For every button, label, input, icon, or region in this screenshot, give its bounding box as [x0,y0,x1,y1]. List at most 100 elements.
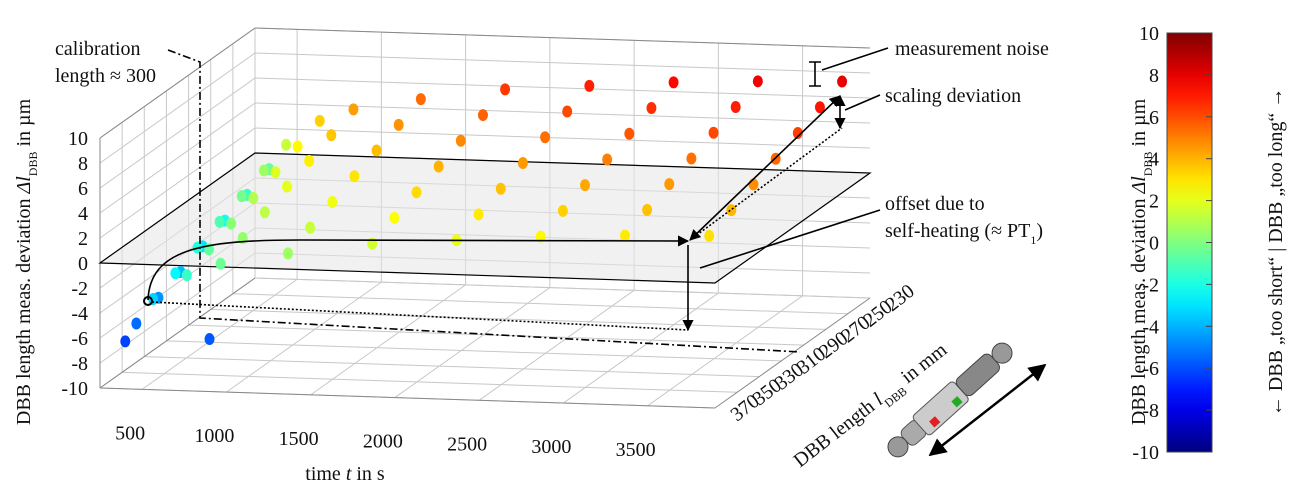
colorbar-tick-label: 8 [1149,65,1159,87]
colorbar-label: DBB length meas. deviation ΔlDBB in µm [1128,98,1155,425]
dbb-icon [887,342,1047,458]
x-tick-label: 500 [115,422,145,444]
grid-line [144,356,760,378]
reference-plane [98,152,872,284]
points [120,75,848,348]
grid-line [310,284,466,396]
grid-line [188,324,804,346]
axis-line [99,27,256,139]
colorbar-label-part: DBB [1141,152,1155,177]
point [708,126,719,139]
annotation-part: length ≈ 300 [55,65,156,87]
colorbar-tick-label: 10 [1139,23,1159,45]
x-tick-label: 2500 [447,433,487,455]
point [270,166,281,179]
colorbar-tick-label: 6 [1149,107,1159,129]
colorbar: -10 -8 -6 -4 -2 0 2 4 6 8 10 DBB length meas. devia… [1128,23,1287,464]
grid-line [254,77,871,99]
point [540,131,551,144]
grid-line [563,292,719,404]
point [204,333,215,346]
z-tick-label: -8 [71,353,88,375]
axis-line [714,297,871,409]
point [304,154,315,167]
annotation-part: offset due to [885,193,985,215]
grid-line [99,102,256,214]
point [281,138,292,151]
y-axis-label-part: DBB length [790,392,883,472]
point [348,103,359,116]
point [517,156,528,169]
point [557,204,568,217]
point [837,75,848,88]
annotation: scaling deviation [885,85,1021,107]
point [730,101,741,114]
colorbar-tick-label: 4 [1149,149,1159,171]
point [248,191,259,204]
point [349,170,360,183]
z-axis-label-part: in µm [13,98,35,151]
point [580,179,591,192]
grid-line [254,277,871,299]
point [748,178,759,191]
z-tick-label: -4 [71,303,88,325]
z-axis-label: DBB length meas. deviation ΔlDBB in µm [13,98,40,425]
annotation: offset due to [885,193,985,215]
point [646,102,657,115]
point [619,229,630,242]
point [170,267,181,280]
point [131,317,142,330]
point [282,247,293,260]
point [535,230,546,243]
point [642,203,653,216]
point [433,160,444,173]
x-axis-label: time t in s [305,463,385,485]
point [668,76,679,89]
annotation-part: calibration [55,38,141,60]
colorbar-tick-label: -10 [1132,442,1159,464]
point [259,206,270,219]
z-axis-label-part: DBB length meas. deviation [13,193,35,425]
point [664,178,675,191]
point [562,105,573,118]
point [624,127,635,140]
grid-line [166,340,782,362]
z-tick-label: 8 [78,153,88,175]
point [215,257,226,270]
annotation-part: self-heating (≈ PT [885,220,1030,242]
x-axis-label-part: time [305,463,346,485]
grid-line [647,295,803,407]
grid-line [99,52,256,164]
point [292,140,303,153]
point [314,114,325,127]
z-tick-label: -2 [71,278,88,300]
point [148,293,159,306]
colorbar-tick-label: -4 [1142,316,1159,338]
point [455,134,466,147]
annotation-part: scaling deviation [885,85,1021,107]
grid-line [141,278,298,390]
x-tick-label: 2000 [363,431,403,453]
z-tick-label: 4 [78,203,88,225]
plane [98,152,872,284]
grid-line [254,127,871,149]
colorbar-annotation: ← DBB „too short“ | DBB „too long“ → [1265,88,1287,416]
x-tick-label: 3000 [531,436,571,458]
point [477,109,488,122]
point [393,118,404,131]
point [258,164,269,177]
z-tick-label: 6 [78,178,88,200]
colorbar-tick-label: -6 [1142,358,1159,380]
point [473,208,484,221]
annotation-lines [143,47,889,353]
colorbar-scale [1166,32,1213,453]
annotation-part: 1 [1030,233,1036,247]
colorbar-label-part: in µm [1128,98,1150,151]
colorbar-tick-label: -8 [1142,400,1159,422]
point [752,75,763,88]
x-tick-label: 1500 [279,428,319,450]
grid-line [99,127,256,239]
colorbar-label-part: Δl [1128,176,1150,195]
colorbar-label-part: DBB length meas. deviation [1128,193,1150,425]
annotation-part: ) [1036,220,1043,242]
